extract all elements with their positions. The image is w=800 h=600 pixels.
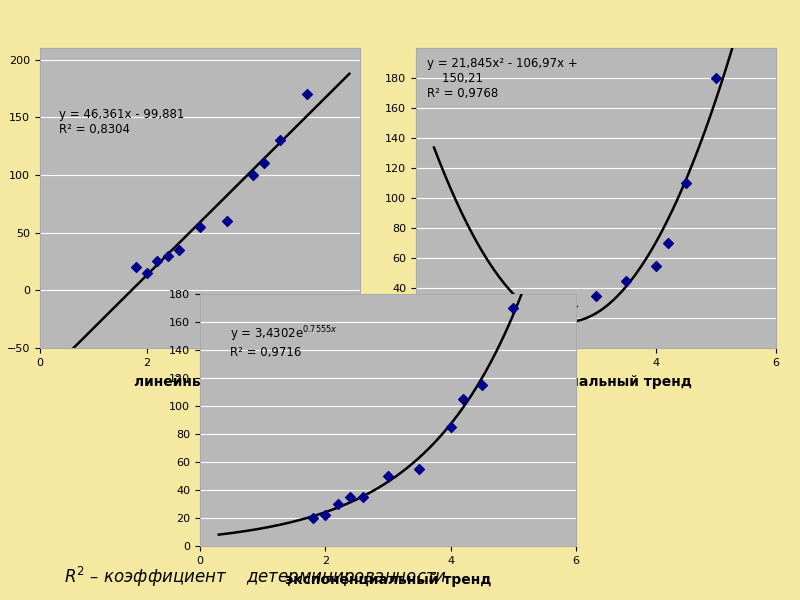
Point [619,275,632,285]
Point [457,394,470,404]
Point [518,313,530,323]
Point [247,170,260,180]
Point [151,257,164,266]
Text: y = 21,845x² - 106,97x +
    150,21
R² = 0,9768: y = 21,845x² - 106,97x + 150,21 R² = 0,9… [427,57,578,100]
Point [220,216,233,226]
Point [650,260,662,270]
Point [300,89,313,99]
Point [530,316,542,326]
Point [140,268,153,278]
Point [413,464,426,474]
X-axis label: линейный тренд: линейный тренд [134,374,266,389]
Text: $R^2$ – коэффициент    детерминированности: $R^2$ – коэффициент детерминированности [64,565,447,589]
Point [444,422,457,432]
Point [258,158,270,168]
Point [331,499,344,509]
Point [542,313,554,323]
Point [130,262,142,272]
Text: y = 3,4302e$^{0.7555x}$
R² = 0,9716: y = 3,4302e$^{0.7555x}$ R² = 0,9716 [230,324,338,359]
X-axis label: экспоненциальный тренд: экспоненциальный тренд [285,572,491,587]
Point [172,245,185,255]
Point [662,238,674,248]
Text: y = 46,361x - 99,881
R² = 0,8304: y = 46,361x - 99,881 R² = 0,8304 [59,108,185,136]
Point [306,513,319,523]
Point [590,290,602,300]
Point [710,73,722,83]
Point [319,511,332,520]
Point [357,492,370,502]
Point [475,380,488,390]
Point [274,136,286,145]
Point [507,303,520,313]
Point [162,251,174,260]
Point [344,492,357,502]
Point [680,178,693,188]
Point [566,301,578,311]
Point [382,471,394,481]
Point [194,222,206,232]
Point [554,305,566,316]
X-axis label: полиномиальный тренд: полиномиальный тренд [500,374,692,389]
